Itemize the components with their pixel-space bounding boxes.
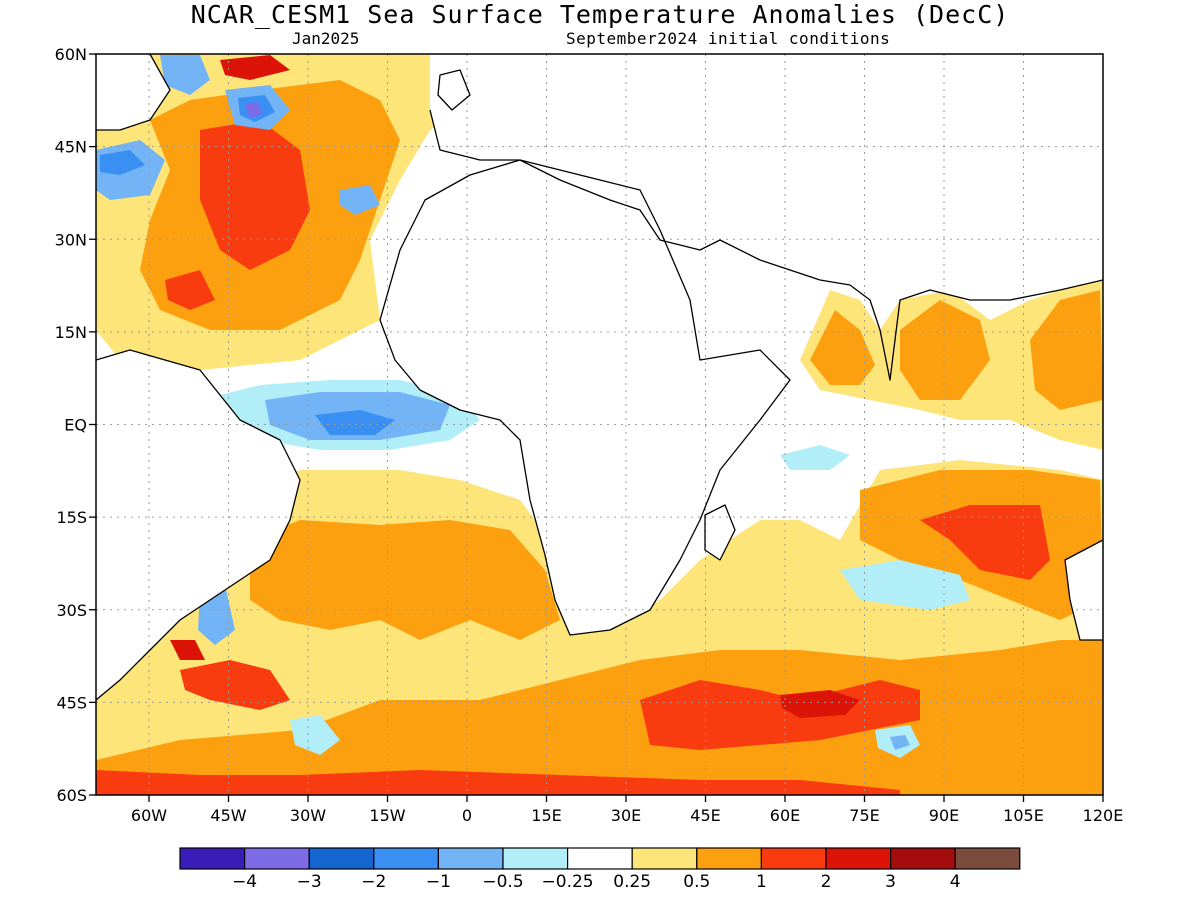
colorbar-label: −2 xyxy=(361,872,386,892)
colorbar-label: 0.25 xyxy=(613,872,651,892)
coastline-layer xyxy=(96,54,1103,701)
colorbar-swatch xyxy=(244,847,310,870)
init-conditions-label: September2024 initial conditions xyxy=(566,29,891,48)
colorbar-label: 2 xyxy=(821,872,832,892)
anomaly-region xyxy=(780,445,850,470)
colorbar-label: 1 xyxy=(756,872,767,892)
coastline-britain xyxy=(437,69,471,111)
lon-tick-label: 45E xyxy=(690,806,720,825)
anomaly-region xyxy=(100,150,145,175)
coastline-south-america xyxy=(96,349,301,701)
anomaly-region xyxy=(780,690,860,718)
colorbar-label: 0.5 xyxy=(683,872,710,892)
lon-tick-label: 90E xyxy=(929,806,959,825)
lon-tick-label: 0 xyxy=(462,806,472,825)
land-mask xyxy=(380,160,790,635)
anomaly-region xyxy=(96,640,1103,795)
lon-tick-label: 15W xyxy=(369,806,405,825)
anomaly-region xyxy=(245,102,262,118)
colorbar-label: −0.25 xyxy=(542,872,594,892)
land-mask xyxy=(96,54,170,130)
lon-tick-label: 75E xyxy=(849,806,879,825)
coastline-madagascar xyxy=(704,504,736,561)
land-mask xyxy=(96,350,300,700)
colorbar-swatch xyxy=(179,847,246,870)
coastline-australia xyxy=(1064,539,1103,641)
colorbar-label: −0.5 xyxy=(482,872,523,892)
anomaly-region xyxy=(200,120,310,270)
colorbar: −4 −3 −2 −1 −0.5 −0.25 0.25 0.5 1 2 3 4 xyxy=(179,847,1021,892)
lat-tick-label: 15N xyxy=(55,323,87,342)
colorbar-swatch xyxy=(954,847,1021,870)
anomaly-region xyxy=(1030,290,1103,410)
lat-tick-label: 60S xyxy=(56,786,87,805)
anomaly-field-layer xyxy=(96,54,1103,795)
anomaly-region xyxy=(810,310,875,385)
coastline-north-america xyxy=(96,54,171,131)
colorbar-swatch xyxy=(889,847,956,870)
lat-tick-label: 30N xyxy=(55,230,87,249)
land-mask xyxy=(430,54,1103,300)
longitude-axis: 60W 45W 30W 15W 0 15E 30E 45E 60E 75E 90E 105E 120E xyxy=(131,795,1123,825)
anomaly-region xyxy=(160,55,210,95)
valid-month-label: Jan2025 xyxy=(292,29,360,48)
anomaly-region xyxy=(290,715,340,755)
colorbar-swatch xyxy=(631,847,698,870)
colorbar-label: 4 xyxy=(950,872,961,892)
anomaly-region xyxy=(96,770,900,795)
lon-tick-label: 30W xyxy=(290,806,326,825)
colorbar-swatch xyxy=(373,847,439,870)
lon-tick-label: 60W xyxy=(131,806,167,825)
lon-tick-label: 45W xyxy=(210,806,246,825)
colorbar-swatch xyxy=(502,847,569,870)
colorbar-label: −3 xyxy=(297,872,322,892)
anomaly-region xyxy=(180,660,290,710)
lat-tick-label: EQ xyxy=(64,416,87,435)
lon-tick-label: 15E xyxy=(531,806,561,825)
lat-tick-label: 15S xyxy=(56,508,87,527)
lat-tick-label: 60N xyxy=(55,45,87,64)
colorbar-label: −1 xyxy=(426,872,451,892)
anomaly-region xyxy=(315,410,395,435)
land-mask xyxy=(1065,540,1103,640)
colorbar-swatch xyxy=(760,847,827,870)
anomaly-region xyxy=(340,185,380,215)
lon-tick-label: 30E xyxy=(611,806,641,825)
colorbar-label: −4 xyxy=(232,872,257,892)
coastline-africa xyxy=(379,159,791,636)
latitude-axis: 60N 45N 30N 15N EQ 15S 30S 45S 60S xyxy=(55,45,96,805)
anomaly-region xyxy=(165,270,215,310)
colorbar-swatch xyxy=(825,847,892,870)
colorbar-swatch xyxy=(696,847,762,870)
lon-tick-label: 120E xyxy=(1083,806,1124,825)
anomaly-region xyxy=(920,505,1050,580)
lon-tick-label: 60E xyxy=(770,806,800,825)
colorbar-swatch xyxy=(566,847,633,870)
colorbar-swatch xyxy=(437,847,504,870)
anomaly-region xyxy=(170,640,205,660)
colorbar-label: 3 xyxy=(885,872,896,892)
map-title: NCAR_CESM1 Sea Surface Temperature Anoma… xyxy=(190,0,1010,29)
colorbar-swatch xyxy=(308,847,375,870)
anomaly-region xyxy=(840,560,970,610)
anomaly-region xyxy=(250,520,560,640)
anomaly-region xyxy=(220,55,290,80)
lon-tick-label: 105E xyxy=(1003,806,1044,825)
coastline-eurasia xyxy=(429,109,1103,381)
graticule xyxy=(96,54,1103,795)
lat-tick-label: 45S xyxy=(56,693,87,712)
lat-tick-label: 30S xyxy=(56,601,87,620)
anomaly-region xyxy=(900,300,990,400)
anomaly-region xyxy=(890,735,910,750)
land-mask xyxy=(705,505,735,560)
lat-tick-label: 45N xyxy=(55,138,87,157)
